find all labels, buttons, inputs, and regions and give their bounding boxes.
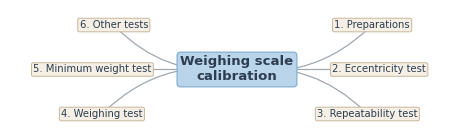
Text: 6. Other tests: 6. Other tests (80, 20, 148, 30)
Text: 2. Eccentricity test: 2. Eccentricity test (332, 64, 426, 75)
Text: Weighing scale
calibration: Weighing scale calibration (181, 55, 293, 84)
Text: 5. Minimum weight test: 5. Minimum weight test (33, 64, 152, 75)
Text: 4. Weighing test: 4. Weighing test (61, 109, 143, 119)
Text: 1. Preparations: 1. Preparations (334, 20, 410, 30)
Text: 3. Repeatability test: 3. Repeatability test (317, 109, 418, 119)
